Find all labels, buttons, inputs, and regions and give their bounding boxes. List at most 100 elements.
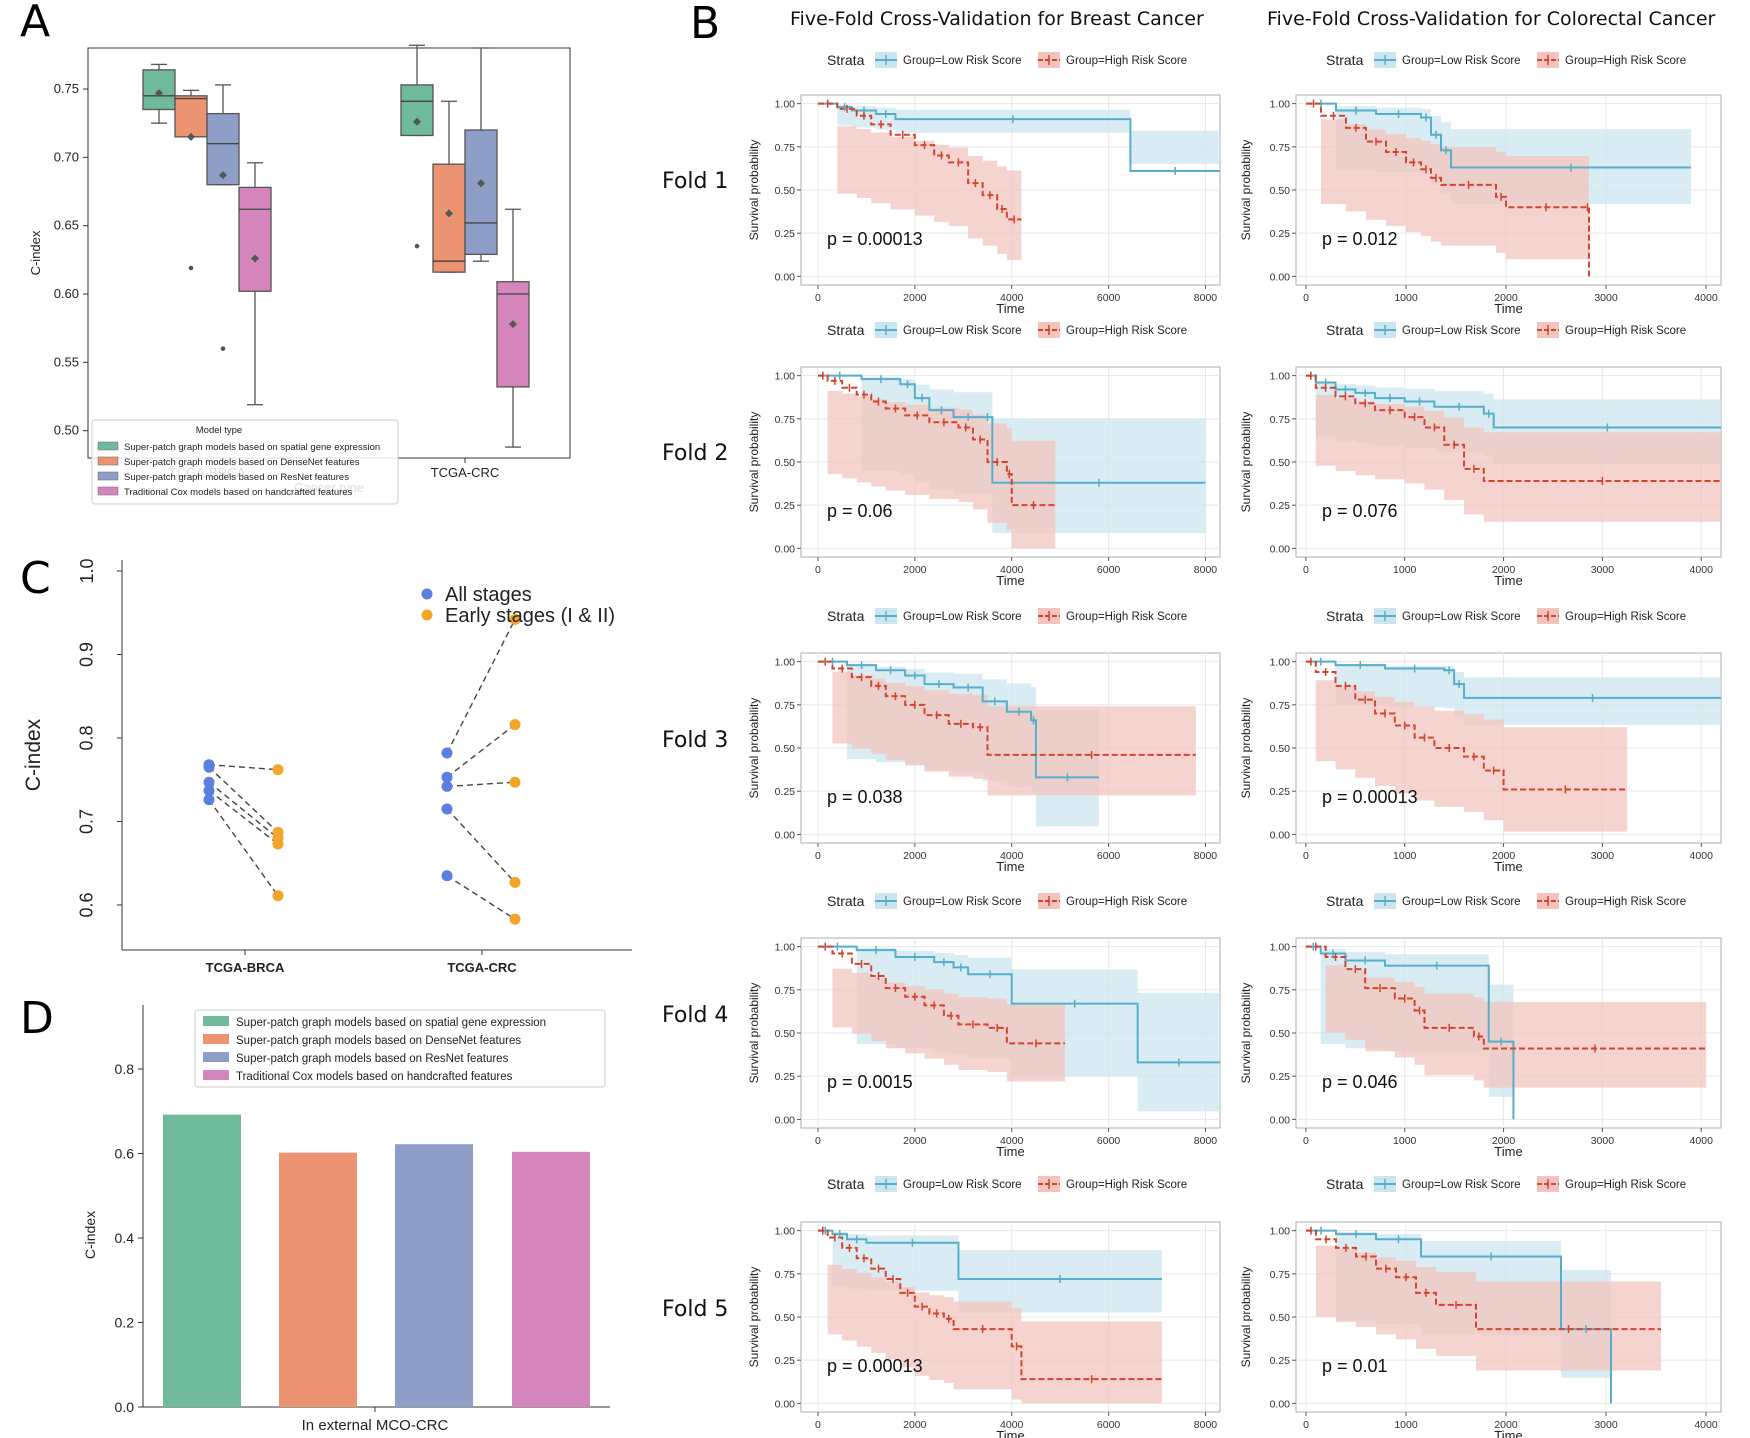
x-tick-label: TCGA-CRC bbox=[447, 960, 517, 975]
bar bbox=[395, 1144, 473, 1407]
x-tick-label: 0 bbox=[815, 1419, 821, 1431]
y-tick-label: 0.25 bbox=[775, 786, 796, 798]
confidence-band bbox=[1305, 661, 1628, 832]
legend-label: All stages bbox=[445, 584, 532, 606]
x-tick-label: 0 bbox=[815, 850, 821, 862]
y-tick-label: 1.0 bbox=[77, 558, 97, 583]
x-tick-label: 0 bbox=[815, 564, 821, 576]
km-curve-low-risk bbox=[1305, 660, 1721, 699]
p-value-label: p = 0.076 bbox=[1322, 501, 1398, 521]
point-all-stages bbox=[441, 771, 453, 783]
y-tick-label: 0.00 bbox=[1270, 829, 1291, 841]
legend: Super-patch graph models based on spatia… bbox=[194, 1009, 606, 1088]
y-tick-label: 0.00 bbox=[775, 1398, 796, 1410]
fold-label-3: Fold 3 bbox=[662, 728, 729, 753]
y-tick-label: 0.50 bbox=[1270, 1312, 1291, 1324]
y-tick-label: 0.00 bbox=[775, 1114, 796, 1126]
y-tick-label: 0.25 bbox=[1270, 786, 1291, 798]
km-panel-B-crc-4: 0.00 0.25 0.50 0.75 1.00 0 1000 2000 3000 4000 Tim… bbox=[1239, 893, 1722, 1159]
y-axis-label: Survival probability bbox=[747, 698, 761, 799]
legend-label-low: Group=Low Risk Score bbox=[903, 611, 1022, 623]
y-axis-label: C-index bbox=[28, 230, 43, 275]
confidence-band bbox=[1305, 661, 1721, 725]
x-tick-label: 2000 bbox=[1492, 850, 1516, 862]
x-tick-label: 2000 bbox=[1494, 1419, 1518, 1431]
x-axis-label: Time bbox=[996, 1428, 1024, 1438]
panel-letter-d: D bbox=[20, 993, 54, 1044]
legend-label: Super-patch graph models based on spatia… bbox=[236, 1017, 546, 1029]
strata-label: Strata bbox=[1326, 52, 1364, 68]
strata-label: Strata bbox=[1326, 1176, 1364, 1192]
x-tick-label: 0 bbox=[1303, 292, 1309, 304]
p-value-label: p = 0.00013 bbox=[1322, 787, 1418, 807]
point-early-stages bbox=[272, 838, 284, 850]
box bbox=[238, 186, 272, 292]
confidence-band bbox=[1305, 375, 1721, 522]
mean-marker bbox=[187, 132, 195, 141]
y-tick-label: 0.4 bbox=[115, 1230, 135, 1246]
y-tick-label: 0.50 bbox=[775, 743, 796, 755]
y-tick-label: 0.75 bbox=[1270, 700, 1291, 712]
p-value-label: p = 0.01 bbox=[1322, 1356, 1388, 1376]
legend-label: Traditional Cox models based on handcraf… bbox=[236, 1071, 513, 1083]
y-tick-label: 0.0 bbox=[115, 1399, 135, 1415]
y-axis-label: Survival probability bbox=[1239, 698, 1253, 799]
legend-label-low: Group=Low Risk Score bbox=[1402, 896, 1521, 908]
pair-connector bbox=[208, 763, 279, 771]
panel-c-scatter: 0.6 0.7 0.8 0.9 1.0 C-index TCGA-BRCA TCGA-CRC A… bbox=[22, 558, 632, 975]
x-tick-label: 1000 bbox=[1393, 1135, 1417, 1147]
confidence-band bbox=[817, 1230, 1162, 1313]
x-tick-label: 3000 bbox=[1591, 850, 1615, 862]
x-tick-label: TCGA-BRCA bbox=[206, 960, 285, 975]
x-tick-label: 4000 bbox=[1694, 292, 1718, 304]
x-tick-label: 0 bbox=[1303, 1419, 1309, 1431]
legend-label-low: Group=Low Risk Score bbox=[903, 55, 1022, 67]
p-value-label: p = 0.00013 bbox=[827, 1356, 923, 1376]
confidence-band bbox=[817, 661, 1196, 796]
y-tick-label: 0.70 bbox=[54, 149, 79, 164]
y-axis-label: Survival probability bbox=[747, 983, 761, 1084]
legend-label-high: Group=High Risk Score bbox=[1066, 1179, 1187, 1191]
x-tick-label: 3000 bbox=[1591, 1135, 1615, 1147]
p-value-label: p = 0.06 bbox=[827, 501, 893, 521]
y-tick-label: 0.50 bbox=[775, 1312, 796, 1324]
y-tick-label: 1.00 bbox=[775, 1226, 796, 1238]
y-tick-label: 0.75 bbox=[1270, 414, 1291, 426]
bar bbox=[279, 1152, 357, 1407]
y-tick-label: 0.00 bbox=[775, 271, 796, 283]
box bbox=[400, 84, 434, 137]
legend-title: Model type bbox=[196, 425, 242, 436]
y-tick-label: 0.50 bbox=[54, 423, 79, 438]
pair-connector bbox=[446, 781, 516, 788]
x-tick-label: 4000 bbox=[1000, 1419, 1024, 1431]
legend-label: Super-patch graph models based on ResNet… bbox=[124, 472, 349, 483]
panel-d-bar: 0.0 0.2 0.4 0.6 0.8 C-index In external MCO-CR… bbox=[82, 1005, 610, 1434]
y-tick-label: 0.25 bbox=[1270, 1355, 1291, 1367]
p-value-label: p = 0.012 bbox=[1322, 229, 1398, 249]
legend-swatch bbox=[203, 1070, 229, 1080]
km-panel-B-breast-3: 0.00 0.25 0.50 0.75 1.00 0 2000 4000 6000 8000 Tim… bbox=[747, 608, 1221, 874]
p-value-label: p = 0.0015 bbox=[827, 1072, 913, 1092]
y-tick-label: 1.00 bbox=[1270, 371, 1291, 383]
outlier-point bbox=[188, 265, 194, 271]
legend-label-low: Group=Low Risk Score bbox=[903, 1179, 1022, 1191]
x-axis-label: Time bbox=[996, 301, 1024, 316]
legend-label: Super-patch graph models based on DenseN… bbox=[124, 457, 360, 468]
panel-letter-b: B bbox=[690, 0, 721, 49]
panel-letter-c: C bbox=[20, 553, 51, 604]
panel-a-boxplot: 0.500.550.600.650.700.75C-indexTCGA-BRCA… bbox=[28, 44, 571, 505]
p-value-label: p = 0.00013 bbox=[827, 229, 923, 249]
y-tick-label: 0.8 bbox=[115, 1061, 135, 1077]
legend-label: Early stages (I & II) bbox=[445, 605, 615, 627]
legend-label-high: Group=High Risk Score bbox=[1066, 896, 1187, 908]
y-tick-label: 0.25 bbox=[775, 228, 796, 240]
point-early-stages bbox=[509, 776, 521, 788]
km-panel-B-breast-2: 0.00 0.25 0.50 0.75 1.00 0 2000 4000 6000 8000 Tim… bbox=[747, 322, 1221, 588]
x-tick-label: 8000 bbox=[1194, 564, 1218, 576]
x-axis-label: Time bbox=[996, 573, 1024, 588]
legend-label-low: Group=Low Risk Score bbox=[1402, 1179, 1521, 1191]
x-tick-label: 6000 bbox=[1097, 1135, 1121, 1147]
x-tick-label: 2000 bbox=[1494, 292, 1518, 304]
legend-label: Super-patch graph models based on ResNet… bbox=[236, 1053, 509, 1065]
